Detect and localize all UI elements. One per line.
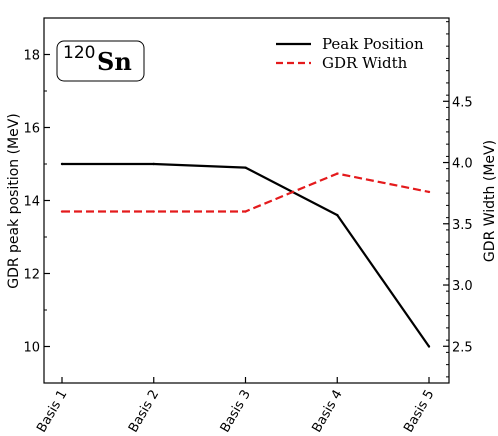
y-right-tick-label: 4.0 bbox=[452, 157, 473, 172]
y-left-tick-label: 10 bbox=[23, 341, 40, 356]
legend: Peak Position GDR Width bbox=[276, 35, 424, 72]
data-point-peak-position bbox=[152, 162, 155, 166]
data-point-gdr-width bbox=[244, 210, 247, 213]
nucleus-mass-number: 120 bbox=[63, 43, 95, 63]
data-point-gdr-width bbox=[152, 210, 155, 213]
series-line-gdr-width bbox=[62, 172, 430, 213]
nucleus-element: Sn bbox=[97, 47, 132, 76]
legend-label-gdr-width: GDR Width bbox=[322, 54, 408, 72]
y-left-tick-label: 18 bbox=[23, 49, 40, 64]
y-left-tick-label: 14 bbox=[23, 195, 40, 210]
x-tick-label: Basis 5 bbox=[401, 388, 437, 436]
series-line-peak-position bbox=[62, 162, 430, 348]
nucleus-annotation: 120 Sn bbox=[56, 40, 145, 82]
data-point-peak-position bbox=[427, 345, 431, 348]
x-tick-label: Basis 4 bbox=[309, 388, 345, 436]
y-axis-left-title: GDR peak position (MeV) bbox=[6, 113, 22, 289]
y-right-tick-label: 3.0 bbox=[452, 279, 473, 294]
legend-label-peak-position: Peak Position bbox=[322, 35, 424, 53]
data-point-gdr-width bbox=[60, 210, 64, 213]
data-point-peak-position bbox=[244, 166, 247, 169]
data-point-gdr-width bbox=[336, 172, 339, 175]
y-left-tick-label: 16 bbox=[23, 122, 40, 137]
nucleus-annotation-box bbox=[56, 40, 145, 82]
x-tick-label: Basis 3 bbox=[218, 388, 254, 436]
data-point-gdr-width bbox=[427, 190, 431, 194]
y-right-tick-label: 4.5 bbox=[452, 95, 473, 110]
y-axis-right-title: GDR Width (MeV) bbox=[482, 140, 498, 262]
x-tick-label: Basis 1 bbox=[34, 388, 70, 436]
x-tick-label: Basis 2 bbox=[126, 388, 162, 436]
y-left-tick-label: 12 bbox=[23, 268, 40, 283]
y-right-tick-label: 3.5 bbox=[452, 218, 473, 233]
data-point-peak-position bbox=[336, 213, 339, 217]
data-point-peak-position bbox=[60, 162, 64, 166]
y-right-tick-label: 2.5 bbox=[452, 340, 473, 355]
